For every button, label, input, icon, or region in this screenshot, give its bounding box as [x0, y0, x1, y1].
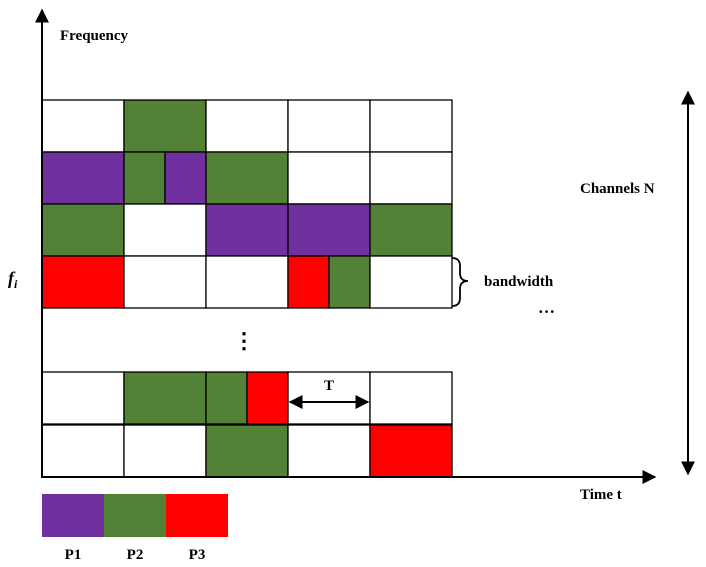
upper-cell-r4-c4-s2: [328, 255, 371, 309]
upper-cell-r2-c2-s2: [164, 151, 207, 205]
upper-cell-r1-c2-s1: [123, 99, 207, 153]
legend-swatch-p3: [166, 494, 228, 537]
lower-cell-r1-c2-s1: [123, 371, 207, 425]
lower-cell-r1-c3-s2: [246, 371, 289, 425]
upper-cell-r4-c3-s1: [205, 255, 289, 309]
upper-cell-r3-c1-s1: [41, 203, 125, 257]
upper-cell-r1-c4-s1: [287, 99, 371, 153]
frequency-fi-label: fi: [8, 268, 18, 291]
lower-cell-r2-c5-s1: [369, 424, 453, 478]
x-axis-label: Time t: [580, 487, 622, 503]
lower-cell-r2-c2-s1: [123, 424, 207, 478]
upper-cell-r4-c2-s1: [123, 255, 207, 309]
upper-cell-r3-c3-s1: [205, 203, 289, 257]
legend-label-p3: P3: [189, 547, 206, 563]
upper-cell-r2-c2-s1: [123, 151, 166, 205]
upper-cell-r2-c4-s1: [287, 151, 371, 205]
bandwidth-label: bandwidth: [484, 274, 554, 290]
upper-cell-r4-c5-s1: [369, 255, 453, 309]
upper-cell-r1-c5-s1: [369, 99, 453, 153]
legend-label-p2: P2: [127, 547, 144, 563]
upper-cell-r1-c3-s1: [205, 99, 289, 153]
upper-cell-r2-c5-s1: [369, 151, 453, 205]
lower-cell-r2-c4-s1: [287, 424, 371, 478]
upper-cell-r4-c1-s1: [41, 255, 125, 309]
vertical-ellipsis: ⋮: [233, 328, 255, 353]
interval-label: T: [324, 378, 334, 394]
bandwidth-brace: [451, 257, 469, 307]
lower-cell-r2-c1-s1: [41, 424, 125, 478]
upper-cell-r3-c2-s1: [123, 203, 207, 257]
lower-cell-r1-c5-s1: [369, 371, 453, 425]
upper-cell-r3-c5-s1: [369, 203, 453, 257]
lower-cell-r1-c3-s1: [205, 371, 248, 425]
legend-swatch-p2: [104, 494, 166, 537]
legend-swatch-p1: [42, 494, 104, 537]
upper-cell-r2-c3-s1: [205, 151, 289, 205]
lower-cell-r2-c3-s1: [205, 424, 289, 478]
channels-label: Channels N: [580, 181, 655, 197]
channel-grid: [41, 99, 453, 478]
lower-cell-r1-c1-s1: [41, 371, 125, 425]
upper-cell-r4-c4-s1: [287, 255, 330, 309]
upper-cell-r3-c4-s1: [287, 203, 371, 257]
y-axis-label: Frequency: [60, 28, 129, 44]
upper-cell-r1-c1-s1: [41, 99, 125, 153]
upper-cell-r2-c1-s1: [41, 151, 125, 205]
horizontal-ellipsis: …: [538, 298, 555, 317]
legend: P1 P2 P3: [42, 494, 228, 563]
legend-label-p1: P1: [65, 547, 82, 563]
